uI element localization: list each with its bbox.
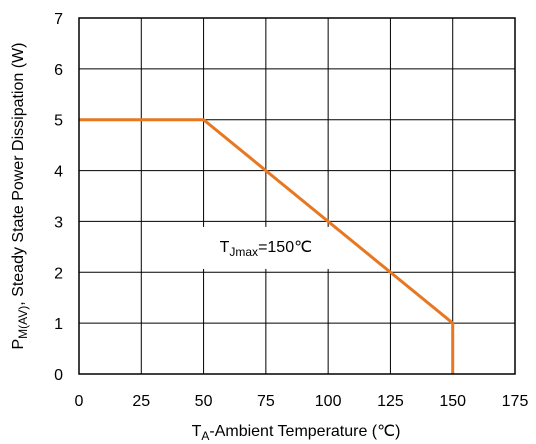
x-tick-label: 0	[75, 393, 84, 410]
x-tick-label: 25	[132, 393, 150, 410]
y-tick-label: 3	[54, 214, 63, 231]
y-axis-label: PM(AV), Steady State Power Dissipation (…	[10, 43, 30, 350]
tjmax-annotation: TJmax=150℃	[220, 239, 312, 259]
x-tick-label: 50	[195, 393, 213, 410]
x-tick-label: 175	[502, 393, 529, 410]
plot-frame	[78, 17, 516, 375]
annotation-subscript: Jmax	[229, 245, 258, 259]
y-axis-label-subscript: M(AV)	[16, 306, 30, 339]
y-tick-label: 5	[54, 113, 63, 130]
y-axis-label-base: P	[10, 339, 27, 350]
x-tick-labels: 0 25 50 75 100 125 150 175	[75, 393, 529, 410]
annotation-rest: =150℃	[258, 239, 312, 256]
x-axis-label-base: T	[192, 423, 202, 440]
x-tick-label: 100	[315, 393, 342, 410]
grid-lines	[78, 17, 516, 375]
annotation-background	[201, 226, 331, 269]
annotation-base: T	[220, 239, 230, 256]
y-tick-label: 0	[54, 367, 63, 384]
series-line-0	[79, 118, 455, 374]
y-tick-labels: 0 1 2 3 4 5 6 7	[54, 11, 63, 384]
y-tick-label: 7	[54, 11, 63, 28]
x-tick-label: 150	[439, 393, 466, 410]
y-tick-label: 2	[54, 265, 63, 282]
y-tick-label: 4	[54, 164, 63, 181]
y-tick-label: 1	[54, 316, 63, 333]
y-tick-label: 6	[54, 62, 63, 79]
x-tick-label: 75	[257, 393, 275, 410]
x-tick-label: 125	[377, 393, 404, 410]
series-layer	[79, 118, 455, 374]
x-axis-label: TA-Ambient Temperature (℃)	[192, 423, 401, 443]
y-axis-label-rest: , Steady State Power Dissipation (W)	[10, 43, 27, 306]
x-axis-label-subscript: A	[201, 429, 209, 443]
x-axis-label-rest: -Ambient Temperature (℃)	[209, 423, 400, 440]
